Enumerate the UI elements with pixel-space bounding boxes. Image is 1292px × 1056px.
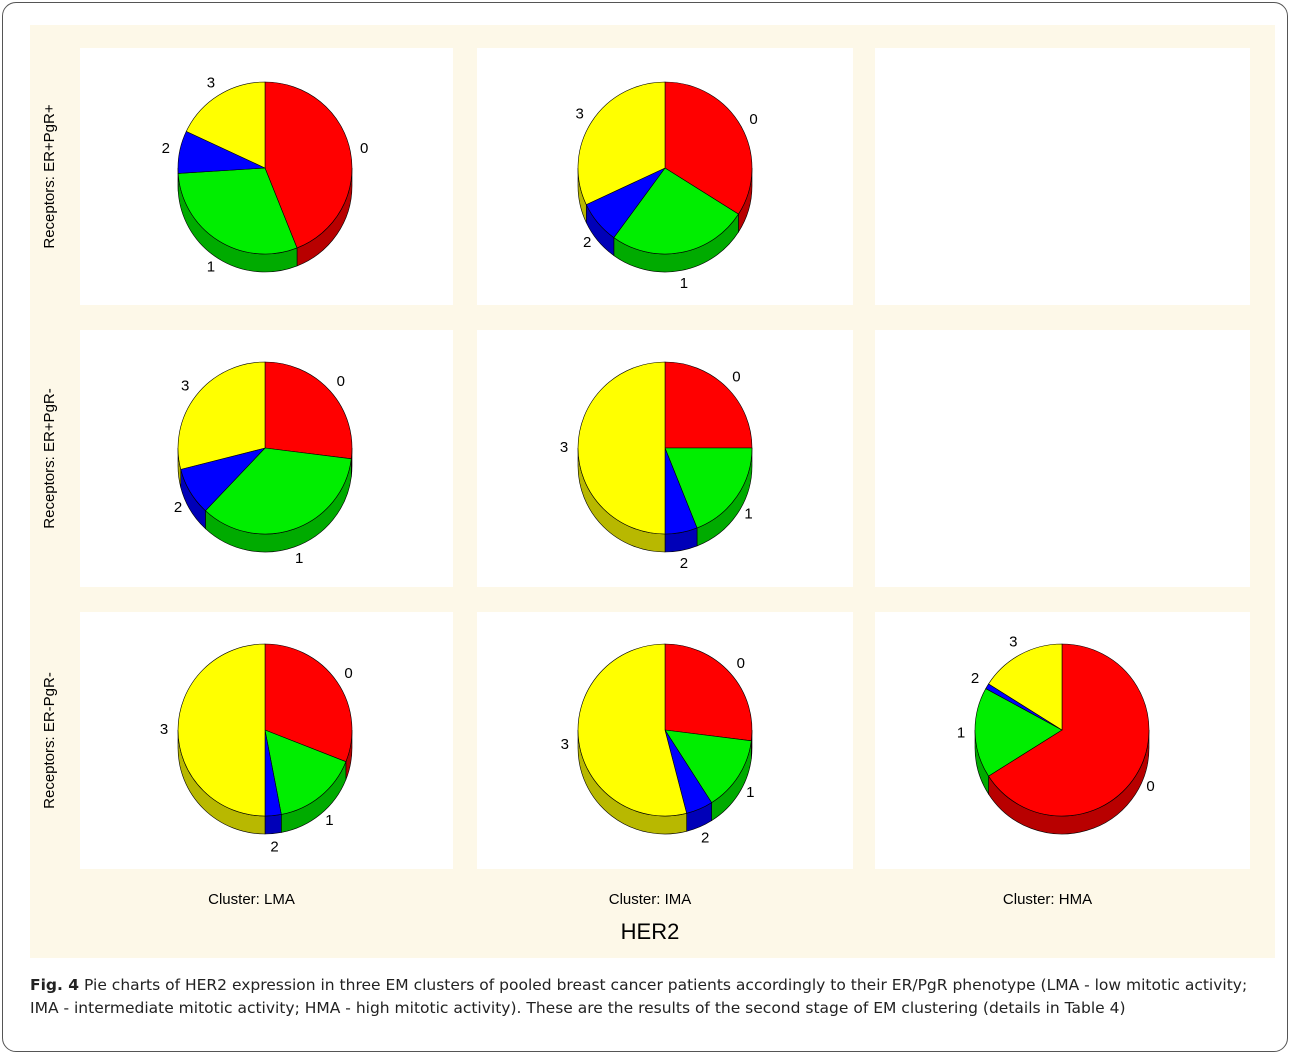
slice-label: 1 [207,259,215,276]
pie-slice [177,167,298,255]
row-label: Receptors: ER+PgR- [41,388,58,528]
slice-label: 0 [732,368,740,385]
row-label: Receptors: ER+PgR+ [41,104,58,248]
panel [875,48,1250,305]
pie-slice [664,729,752,804]
slice-label: 2 [270,838,278,855]
caption: Fig. 4 Pie charts of HER2 expression in … [30,974,1266,1020]
pie-slice [185,81,266,169]
pie-slice-side [264,814,282,835]
slice-label: 1 [744,505,752,522]
pie-slice [205,447,352,535]
slice-label: 3 [560,439,568,456]
row-label: Receptors: ER-PgR- [41,672,58,809]
slice-label: 3 [1009,633,1017,650]
pie-slice [664,361,753,449]
caption-label: Fig. 4 [30,976,80,994]
pie: 0 1 2 3 [561,643,754,846]
pie: 0 1 2 3 [560,361,753,572]
pie-slice [177,643,266,817]
pie-slice [613,167,739,255]
slice-label: 3 [561,736,569,753]
slice-label: 0 [360,140,368,157]
slice-label: 3 [576,105,584,122]
pie-slice [264,81,353,249]
slice-label: 3 [181,378,189,395]
slice-label: 3 [207,75,215,92]
slice-label: 2 [174,499,182,516]
column-label: Cluster: IMA [609,891,692,908]
pie: 0 1 2 3 [162,75,369,276]
slice-label: 2 [701,829,709,846]
slice-label: 2 [971,670,979,687]
slice-label: 2 [583,234,591,251]
pie-slice [264,729,347,815]
pie-slice [264,643,353,763]
slice-label: 0 [344,665,352,682]
slice-label: 1 [680,275,688,292]
caption-text: Pie charts of HER2 expression in three E… [30,976,1248,1017]
axis-title: HER2 [621,919,680,944]
pie-slice [988,643,1150,817]
slice-label: 0 [1146,778,1154,795]
pie: 0 1 2 3 [160,643,353,855]
slice-label: 3 [160,721,168,738]
pie-slice [974,688,1063,777]
slice-label: 1 [957,725,965,742]
pie-slice [664,643,753,742]
pie-slice [577,81,666,206]
slice-label: 0 [749,111,757,128]
column-label: Cluster: HMA [1003,891,1092,908]
slice-label: 1 [325,812,333,829]
slice-label: 1 [746,784,754,801]
pie-slice [577,643,688,817]
pie-slice [988,643,1063,731]
pie-slice [664,447,753,529]
pie: 0 1 2 3 [174,361,353,567]
pie: 0 1 2 3 [957,633,1155,835]
pie-slice [664,81,753,215]
panel [875,330,1250,587]
slice-label: 2 [162,140,170,157]
slice-label: 0 [337,373,345,390]
figure: HER2 Receptors: ER+PgR+ Receptors: ER+PgR… [30,25,1275,958]
slice-label: 0 [737,655,745,672]
slice-label: 1 [295,550,303,567]
pie: 0 1 2 3 [576,81,758,292]
pie-slice [264,361,353,460]
pie-slice [577,361,666,535]
column-label: Cluster: LMA [208,891,295,908]
slice-label: 2 [680,555,688,572]
pie-slice [177,361,266,470]
